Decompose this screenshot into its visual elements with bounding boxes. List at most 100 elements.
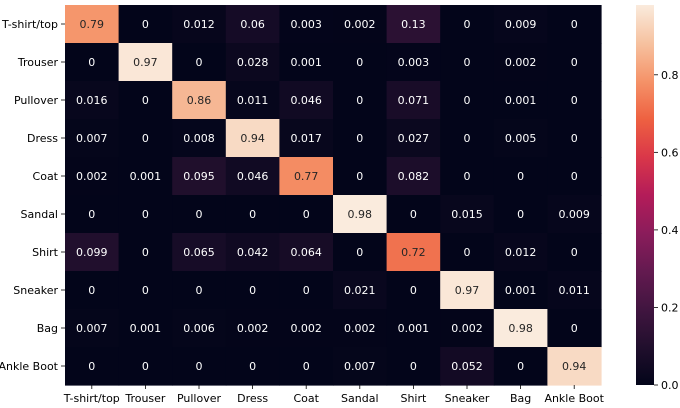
heatmap-cell [118,309,173,348]
cell-value-label: 0 [410,284,417,297]
heatmap-cell [440,309,495,348]
heatmap-cell [172,5,227,44]
cell-value-label: 0 [410,360,417,373]
cell-value-label: 0.082 [398,170,430,183]
cell-value-label: 0 [410,208,417,221]
cell-value-label: 0.001 [290,56,322,69]
cell-value-label: 0.97 [455,284,480,297]
cell-value-label: 0.009 [558,208,590,221]
cell-value-label: 0.009 [505,18,537,31]
cell-value-label: 0 [464,56,471,69]
cell-value-label: 0.13 [401,18,426,31]
x-tick-label: Ankle Boot [544,392,604,405]
cell-value-label: 0 [142,360,149,373]
heatmap-cell [547,195,602,234]
heatmap-cell [172,195,227,234]
heatmap-cell [225,43,280,82]
heatmap-cell [279,195,334,234]
cell-value-label: 0.016 [76,94,108,107]
cell-value-label: 0 [249,208,256,221]
heatmap-cell [547,271,602,310]
cell-value-label: 0.001 [130,322,162,335]
cell-value-label: 0.002 [76,170,108,183]
heatmap-cell [225,81,280,120]
colorbar-tick-label: 0.6 [661,146,679,159]
heatmap-cell [493,309,548,348]
cell-value-label: 0.72 [401,246,426,259]
cell-value-label: 0.77 [294,170,319,183]
cell-value-label: 0.017 [290,132,322,145]
cell-value-label: 0.027 [398,132,430,145]
cell-value-label: 0.012 [505,246,537,259]
cell-value-label: 0 [464,18,471,31]
cell-value-label: 0.97 [133,56,158,69]
cell-value-label: 0.98 [348,208,373,221]
heatmap-cell [440,347,495,386]
cell-value-label: 0.001 [398,322,430,335]
cell-value-label: 0 [142,208,149,221]
cell-value-label: 0 [142,18,149,31]
heatmap-cell [493,195,548,234]
heatmap-cell [386,81,441,120]
heatmap-cell [386,271,441,310]
cell-value-label: 0 [571,322,578,335]
cell-value-label: 0 [303,360,310,373]
cell-value-label: 0 [303,208,310,221]
y-tick-label: Coat [33,170,59,183]
heatmap-cell [440,43,495,82]
heatmap-cell [172,233,227,272]
heatmap-cell [386,157,441,196]
heatmap-cell [118,119,173,158]
cell-value-label: 0.001 [130,170,162,183]
heatmap-cell [547,233,602,272]
cell-value-label: 0.002 [505,56,537,69]
colorbar [636,5,654,385]
heatmap-cell [225,309,280,348]
cell-value-label: 0.003 [398,56,430,69]
cell-value-label: 0 [464,246,471,259]
heatmap-cell [547,81,602,120]
heatmap-cell [547,119,602,158]
y-tick-label: Pullover [14,94,59,107]
cell-value-label: 0 [196,56,203,69]
cell-value-label: 0 [517,170,524,183]
heatmap-cell [333,347,388,386]
cell-value-label: 0 [571,56,578,69]
heatmap-cell [386,309,441,348]
heatmap-cell [547,309,602,348]
cell-value-label: 0.002 [344,322,376,335]
heatmap-cell [225,233,280,272]
heatmap-cell [386,5,441,44]
cell-value-label: 0.021 [344,284,376,297]
heatmap-cell [493,5,548,44]
heatmap-cell [225,157,280,196]
heatmap-cell [118,43,173,82]
heatmap-cell [440,233,495,272]
cell-value-label: 0 [303,284,310,297]
heatmap-cell [225,195,280,234]
heatmap-cell [493,119,548,158]
y-tick-label: Dress [27,132,58,145]
cell-value-label: 0 [464,170,471,183]
colorbar-tick-label: 0.0 [661,379,679,392]
cell-value-label: 0 [142,284,149,297]
colorbar-tick-label: 0.8 [661,69,679,82]
cell-value-label: 0 [88,208,95,221]
cell-value-label: 0.007 [76,322,108,335]
cell-value-label: 0.046 [237,170,269,183]
heatmap-cell [65,195,120,234]
cell-value-label: 0.012 [183,18,215,31]
heatmap-cell [493,43,548,82]
heatmap-cell [440,271,495,310]
heatmap-cell [172,119,227,158]
cell-value-label: 0.001 [505,284,537,297]
cell-value-label: 0.008 [183,132,215,145]
cell-value-label: 0 [571,246,578,259]
heatmap-cell [493,347,548,386]
heatmap-cell [65,347,120,386]
heatmap-cell [225,347,280,386]
cell-value-label: 0.065 [183,246,215,259]
heatmap-cell [279,233,334,272]
heatmap-cell [172,271,227,310]
cell-value-label: 0.071 [398,94,430,107]
